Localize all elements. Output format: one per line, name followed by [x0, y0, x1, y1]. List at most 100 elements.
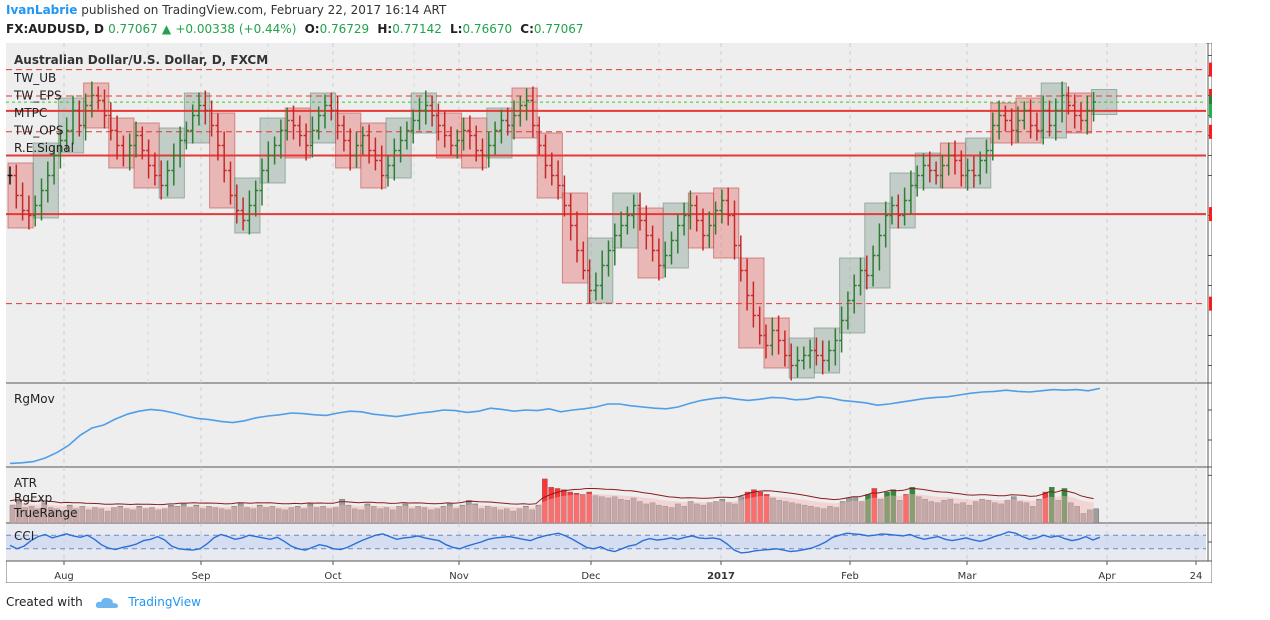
x-tick-label: Nov	[449, 571, 469, 582]
ohlc-bar	[341, 115, 347, 152]
chart-area[interactable]: 0.780000.776000.772000.768000.764000.760…	[5, 42, 1260, 584]
truerange-bar	[554, 488, 561, 524]
indicator-legend-label: MTPC	[14, 106, 47, 120]
ohlc-bar	[561, 175, 567, 217]
truerange-bar	[985, 500, 992, 524]
change-up-icon: ▲	[161, 22, 172, 36]
ohlc-bar	[738, 235, 744, 282]
ohlc-bar	[1021, 101, 1027, 130]
ohlc-bar	[511, 100, 517, 140]
ohlc-bar	[328, 92, 334, 121]
ohlc-bar	[795, 346, 800, 378]
truerange-bar	[637, 501, 643, 524]
truerange-bar	[155, 509, 162, 524]
ohlc-bar	[417, 97, 422, 131]
ohlc-bar	[442, 111, 448, 148]
truerange-bar	[339, 498, 345, 524]
price-badge	[1209, 103, 1213, 118]
ohlc-bar	[864, 255, 870, 290]
ohlc-bar	[788, 343, 794, 381]
high-label: H:	[377, 22, 393, 36]
truerange-bar	[447, 503, 453, 524]
indicator-legend-label: R.E.Signal	[14, 141, 74, 155]
ohlc-bar	[32, 195, 38, 227]
ohlc-bar	[209, 100, 215, 137]
ohlc-bar	[95, 86, 101, 110]
truerange-bar	[212, 507, 219, 524]
cci-band	[6, 535, 1206, 549]
truerange-bar	[364, 503, 371, 524]
ohlc-bar	[694, 195, 700, 232]
ohlc-bar	[769, 317, 775, 356]
truerange-bar	[180, 503, 187, 524]
ohlc-bar	[108, 102, 114, 141]
ohlc-bar	[57, 129, 63, 169]
ohlc-bar	[171, 143, 177, 186]
ohlc-bar	[146, 139, 152, 179]
ohlc-bar	[20, 182, 26, 221]
tradingview-cloud-icon	[95, 597, 118, 608]
ohlc-bar	[952, 140, 958, 175]
ohlc-bar	[379, 145, 385, 190]
truerange-bar	[776, 500, 783, 524]
truerange-bar	[92, 507, 98, 524]
ohlc-bar	[612, 223, 618, 266]
truerange-bar	[301, 508, 307, 524]
ohlc-bar	[876, 223, 882, 271]
ohlc-bar	[1040, 95, 1046, 145]
atr-legend-label: TrueRange	[13, 506, 78, 520]
ohlc-bar	[719, 189, 725, 224]
truerange-bar	[396, 506, 402, 524]
truerange-bar	[244, 507, 250, 524]
truerange-bar	[877, 498, 884, 524]
truerange-bar	[35, 508, 41, 524]
author-link[interactable]: IvanLabrie	[6, 3, 78, 17]
ohlc-bar	[593, 272, 599, 301]
truerange-bar	[358, 509, 364, 524]
ohlc-bar	[454, 129, 460, 159]
truerange-bar	[466, 500, 472, 524]
truerange-bar	[187, 507, 193, 524]
truerange-bar	[491, 507, 497, 524]
ohlc-bar	[228, 161, 233, 205]
truerange-bar	[282, 509, 288, 524]
ohlc-bar	[1053, 98, 1059, 141]
truerange-bar	[681, 506, 688, 524]
footer: Created with TradingView	[6, 595, 201, 610]
ohlc-bar	[272, 136, 278, 165]
truerange-bar	[307, 503, 314, 524]
x-tick-label: Dec	[581, 571, 600, 582]
ohlc-bar	[858, 257, 863, 296]
truerange-bar	[478, 508, 485, 524]
ohlc-bar	[70, 95, 76, 145]
ohlc-bar	[965, 158, 971, 191]
last-price: 0.77067	[108, 22, 158, 36]
ohlc-bar	[120, 135, 126, 167]
price-badge	[1209, 207, 1213, 222]
ohlc-bar	[706, 211, 712, 248]
ohlc-bar	[927, 151, 933, 183]
truerange-bar	[656, 504, 662, 524]
ohlc-bar	[675, 214, 681, 254]
truerange-bar	[738, 496, 745, 524]
x-tick-label: 24	[1190, 571, 1203, 582]
ohlc-bar	[643, 205, 649, 250]
chart-svg[interactable]: 0.780000.776000.772000.768000.764000.760…	[5, 42, 1260, 584]
price-badge	[1209, 62, 1213, 77]
ohlc-bar	[826, 340, 832, 372]
truerange-bar	[998, 503, 1004, 524]
truerange-bar	[827, 506, 833, 524]
ohlc-bar	[423, 90, 429, 125]
truerange-bar	[459, 504, 466, 524]
truerange-bar	[858, 501, 865, 524]
truerange-bar	[694, 503, 700, 524]
ohlc-bar	[429, 95, 435, 127]
truerange-bar	[947, 498, 954, 524]
truerange-bar	[732, 503, 738, 524]
ohlc-bar	[669, 231, 674, 265]
tradingview-link[interactable]: TradingView	[128, 595, 201, 609]
truerange-bar	[130, 509, 136, 524]
truerange-bar	[928, 501, 935, 524]
ohlc-bar	[1015, 106, 1021, 143]
truerange-bar	[991, 502, 998, 524]
